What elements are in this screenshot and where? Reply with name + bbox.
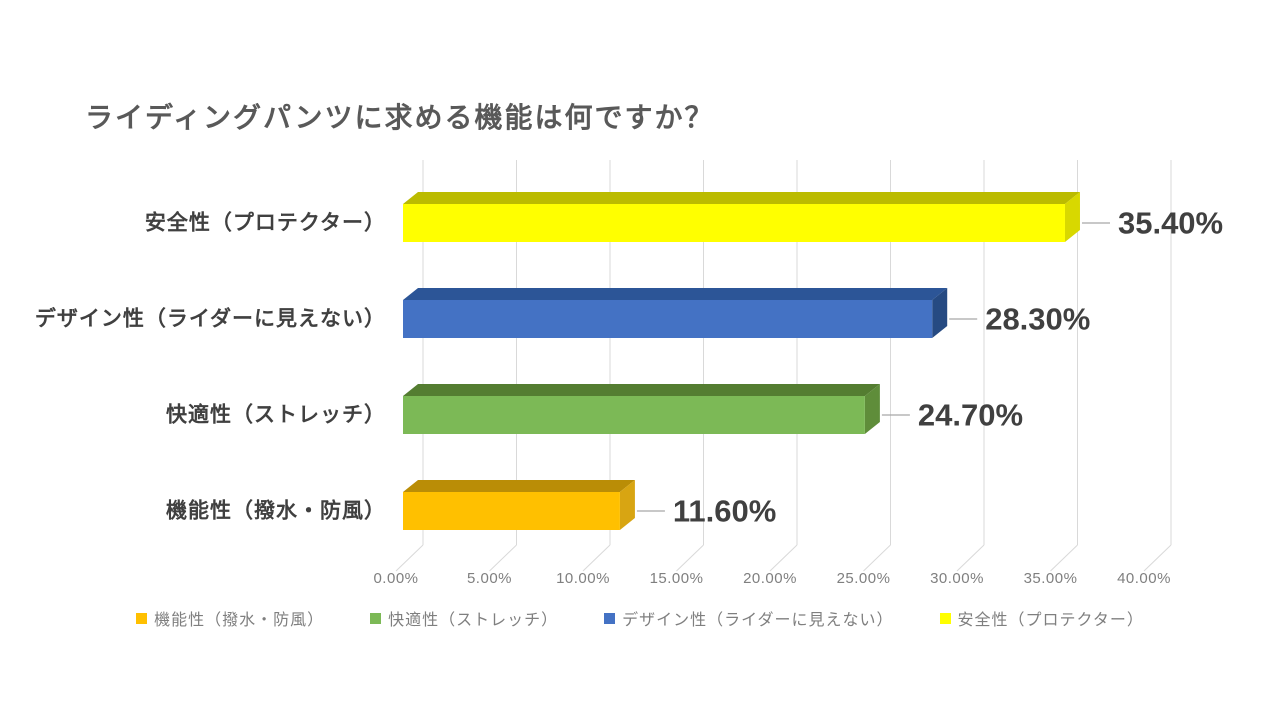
x-axis-tick-label: 40.00% [1117, 570, 1171, 587]
legend-item: 安全性（プロテクター） [939, 606, 1144, 630]
legend-item: デザイン性（ライダーに見えない） [604, 606, 893, 630]
data-label: 28.30% [985, 302, 1090, 337]
legend-item: 機能性（撥水・防風） [136, 606, 324, 630]
bar-end-face [1064, 192, 1080, 242]
chart-title: ライディングパンツに求める機能は何ですか？ [85, 102, 715, 133]
legend-swatch-icon [136, 612, 148, 624]
gridline-floor-foot [769, 544, 798, 572]
legend-swatch-icon [939, 612, 951, 624]
bar-top-face [403, 192, 1080, 204]
gridline-floor-foot [1143, 544, 1172, 572]
x-axis-tick-label: 5.00% [467, 570, 512, 587]
gridline-floor-foot [676, 544, 704, 572]
bar-end-face [864, 384, 880, 434]
bar-end-face [619, 480, 635, 530]
bar-end-face [932, 288, 948, 338]
data-label: 24.70% [918, 398, 1023, 433]
data-label: 11.60% [673, 494, 776, 529]
legend-item: 快適性（ストレッチ） [370, 606, 558, 630]
x-axis-tick-label: 10.00% [556, 570, 610, 587]
x-axis-tick-label: 15.00% [650, 570, 704, 587]
x-axis-tick-label: 35.00% [1024, 570, 1078, 587]
bar-top-face [403, 480, 635, 492]
category-label: デザイン性（ライダーに見えない） [35, 307, 386, 331]
chart-legend: 機能性（撥水・防風） 快適性（ストレッチ） デザイン性（ライダーに見えない） 安全性（… [0, 606, 1280, 630]
gridline-floor-foot [582, 544, 611, 572]
gridline-floor-foot [1050, 544, 1078, 572]
legend-label: 機能性（撥水・防風） [154, 612, 325, 629]
bar-row [403, 384, 880, 434]
gridline-floor-foot [395, 544, 424, 572]
data-label: 35.40% [1118, 206, 1223, 241]
legend-swatch-icon [604, 612, 616, 624]
legend-label: デザイン性（ライダーに見えない） [622, 612, 894, 629]
bar-top-face [403, 384, 880, 396]
bar-front-face [403, 204, 1065, 242]
gridline-floor-foot [863, 544, 891, 572]
x-axis-tick-label: 30.00% [930, 570, 984, 587]
category-label: 安全性（プロテクター） [145, 211, 386, 235]
bar-row [403, 288, 948, 338]
gridline-floor-foot [956, 544, 985, 572]
bar-row [403, 480, 635, 530]
legend-label: 安全性（プロテクター） [957, 612, 1144, 629]
legend-swatch-icon [370, 612, 382, 624]
bar-front-face [403, 492, 620, 530]
gridline-floor-foot [489, 544, 517, 572]
bar-row [403, 192, 1080, 242]
x-axis-tick-label: 20.00% [743, 570, 797, 587]
bar-front-face [403, 300, 933, 338]
legend-label: 快適性（ストレッチ） [388, 612, 559, 629]
x-axis-tick-label: 25.00% [837, 570, 891, 587]
bar-front-face [403, 396, 865, 434]
x-axis-tick-label: 0.00% [373, 570, 418, 587]
category-label: 機能性（撥水・防風） [166, 499, 386, 523]
bar-top-face [403, 288, 948, 300]
category-label: 快適性（ストレッチ） [166, 403, 386, 427]
